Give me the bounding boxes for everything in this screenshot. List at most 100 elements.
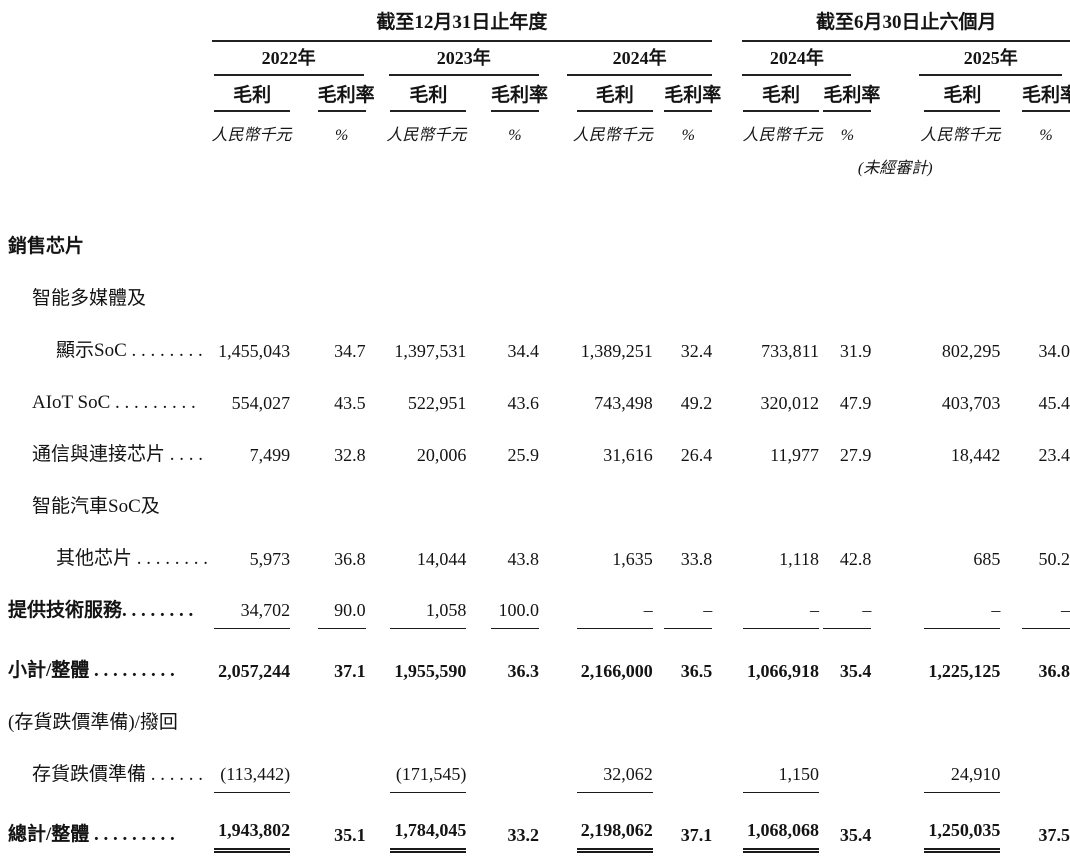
gross-profit-col-header: 毛利 <box>871 76 1001 112</box>
gross-profit-cell: 24,910 <box>871 747 1001 799</box>
unaudited-note: (未經審計) <box>857 160 933 177</box>
gross-margin-cell <box>653 747 712 799</box>
table-row: 提供技術服務. . . . . . . . 34,702 90.0 1,058 100.… <box>8 583 1070 635</box>
section-gap <box>712 583 742 635</box>
unit-percent: % <box>681 127 695 144</box>
gross-margin-cell: 36.8 <box>1038 661 1070 681</box>
gross-margin-cell: 32.8 <box>334 445 366 465</box>
gross-margin-cell: – <box>819 583 872 635</box>
unit-percent: % <box>334 127 349 144</box>
gross-profit-cell: 1,225,125 <box>928 661 1001 681</box>
unit-percent: % <box>508 127 522 144</box>
unit-header-row: 人民幣千元% 人民幣千元% 人民幣千元% 人民幣千元% 人民幣千元% <box>8 112 1070 147</box>
gross-profit-cell: 1,943,802 <box>212 799 291 859</box>
gross-margin-cell: 34.0 <box>1038 341 1070 361</box>
gross-profit-cell: 1,150 <box>742 747 820 799</box>
gross-margin-cell: 37.5 <box>1038 825 1070 845</box>
year-header-row: 2022年 2023年 2024年 2024年 2025年 <box>8 41 1070 76</box>
empty-cells <box>212 695 1070 747</box>
gross-profit-cell: 733,811 <box>761 341 820 361</box>
gross-profit-cell: 1,397,531 <box>394 341 467 361</box>
gross-margin-cell: 36.5 <box>680 661 713 681</box>
gross-margin-cell: 43.5 <box>334 393 366 413</box>
empty-cells <box>212 219 1070 271</box>
unit-percent: % <box>1039 127 1053 144</box>
gross-profit-col-header: 毛利 <box>212 76 291 112</box>
gross-margin-cell: 23.4 <box>1038 445 1070 465</box>
gross-profit-cell: 5,973 <box>249 549 291 569</box>
gross-margin-col-header: 毛利率 <box>1000 76 1070 112</box>
interim-period-header: 截至6月30日止六個月 <box>742 0 1070 42</box>
table-row: 存貨跌價準備 . . . . . . (113,442) (171,545) 32,0… <box>8 747 1070 799</box>
gross-margin-cell: 35.4 <box>839 825 872 845</box>
row-label: 總計/整體 . . . . . . . . . <box>8 824 175 845</box>
gross-profit-cell: 2,057,244 <box>218 661 291 681</box>
gross-margin-cell: 90.0 <box>290 583 366 635</box>
gross-margin-cell: 37.1 <box>680 825 713 845</box>
gross-margin-cell: – <box>653 583 713 635</box>
column-header-row: 毛利 毛利率 毛利 毛利率 毛利 毛利率 毛利 毛利率 毛利 毛利率 <box>8 76 1070 112</box>
gross-margin-cell: 26.4 <box>680 445 713 465</box>
gross-profit-cell: 14,044 <box>416 549 467 569</box>
section-gap <box>712 531 742 583</box>
row-label: (存貨跌價準備)/撥回 <box>8 712 178 733</box>
gross-profit-cell: 1,784,045 <box>366 799 467 859</box>
gross-margin-cell: 27.9 <box>839 445 872 465</box>
table-row: 通信與連接芯片 . . . . 7,499 32.8 20,006 25.9 31,616… <box>8 427 1070 479</box>
empty-cells <box>212 271 1070 323</box>
gross-profit-cell: – <box>742 583 820 635</box>
section-gap <box>712 41 742 76</box>
row-label: 小計/整體 . . . . . . . . . <box>8 660 175 681</box>
table-row: 銷售芯片 <box>8 219 1070 271</box>
unit-rmb-thousand: 人民幣千元 <box>742 127 823 144</box>
gross-margin-cell: 47.9 <box>839 393 872 413</box>
gross-margin-cell: 42.8 <box>839 549 872 569</box>
gross-margin-cell: 32.4 <box>680 341 713 361</box>
empty-cells <box>212 479 1070 531</box>
section-gap <box>712 375 742 427</box>
gross-profit-cell: 522,951 <box>407 393 467 413</box>
row-label: 智能汽車SoC及 <box>32 496 160 517</box>
gross-margin-col-header: 毛利率 <box>466 76 548 112</box>
unit-rmb-thousand: 人民幣千元 <box>386 127 467 144</box>
table-row: 顯示SoC . . . . . . . . 1,455,043 34.7 1,397,… <box>8 323 1070 375</box>
gross-margin-cell: 35.1 <box>334 825 366 845</box>
row-label: AIoT SoC . . . . . . . . . <box>32 392 196 413</box>
gross-margin-cell <box>290 747 366 799</box>
section-gap <box>712 427 742 479</box>
gross-profit-cell: – <box>871 583 1001 635</box>
section-gap <box>712 799 742 859</box>
gross-margin-cell <box>1000 747 1070 799</box>
gross-margin-cell: 33.8 <box>680 549 713 569</box>
gross-profit-col-header: 毛利 <box>366 76 467 112</box>
gross-profit-table: 截至12月31日止年度 截至6月30日止六個月 2022年 2023年 2024年 2… <box>8 0 1070 859</box>
gross-profit-cell: (171,545) <box>366 747 467 799</box>
gross-profit-cell: 1,389,251 <box>580 341 653 361</box>
year-label: 2023年 <box>366 41 539 76</box>
section-gap <box>712 323 742 375</box>
section-gap <box>712 112 742 147</box>
annual-period-header: 截至12月31日止年度 <box>211 0 713 42</box>
gross-margin-cell: 34.7 <box>334 341 366 361</box>
unaudited-note-row: (未經審計) <box>8 147 1070 180</box>
row-label: 通信與連接芯片 . . . . <box>32 444 204 465</box>
gross-margin-cell: 37.1 <box>334 661 366 681</box>
gross-profit-cell: 1,118 <box>779 549 820 569</box>
row-label: 顯示SoC . . . . . . . . <box>56 340 203 361</box>
gross-profit-cell: 1,635 <box>612 549 653 569</box>
unit-rmb-thousand: 人民幣千元 <box>920 127 1001 144</box>
section-gap <box>712 0 742 41</box>
gross-margin-cell: 43.8 <box>507 549 539 569</box>
table-row: 智能多媒體及 <box>8 271 1070 323</box>
header-body-spacer <box>8 180 1070 219</box>
year-label: 2024年 <box>742 41 871 76</box>
gross-profit-cell: – <box>539 583 653 635</box>
gross-margin-cell: 34.4 <box>507 341 539 361</box>
table-row: AIoT SoC . . . . . . . . . 554,027 43.5 522… <box>8 375 1070 427</box>
gross-profit-cell: 802,295 <box>941 341 1001 361</box>
gross-margin-cell: 36.3 <box>507 661 539 681</box>
row-label: 其他芯片 . . . . . . . . <box>56 548 209 569</box>
gross-profit-cell: 7,499 <box>249 445 291 465</box>
gross-profit-cell: 20,006 <box>416 445 467 465</box>
table-row: 其他芯片 . . . . . . . . 5,973 36.8 14,044 43.8 1… <box>8 531 1070 583</box>
